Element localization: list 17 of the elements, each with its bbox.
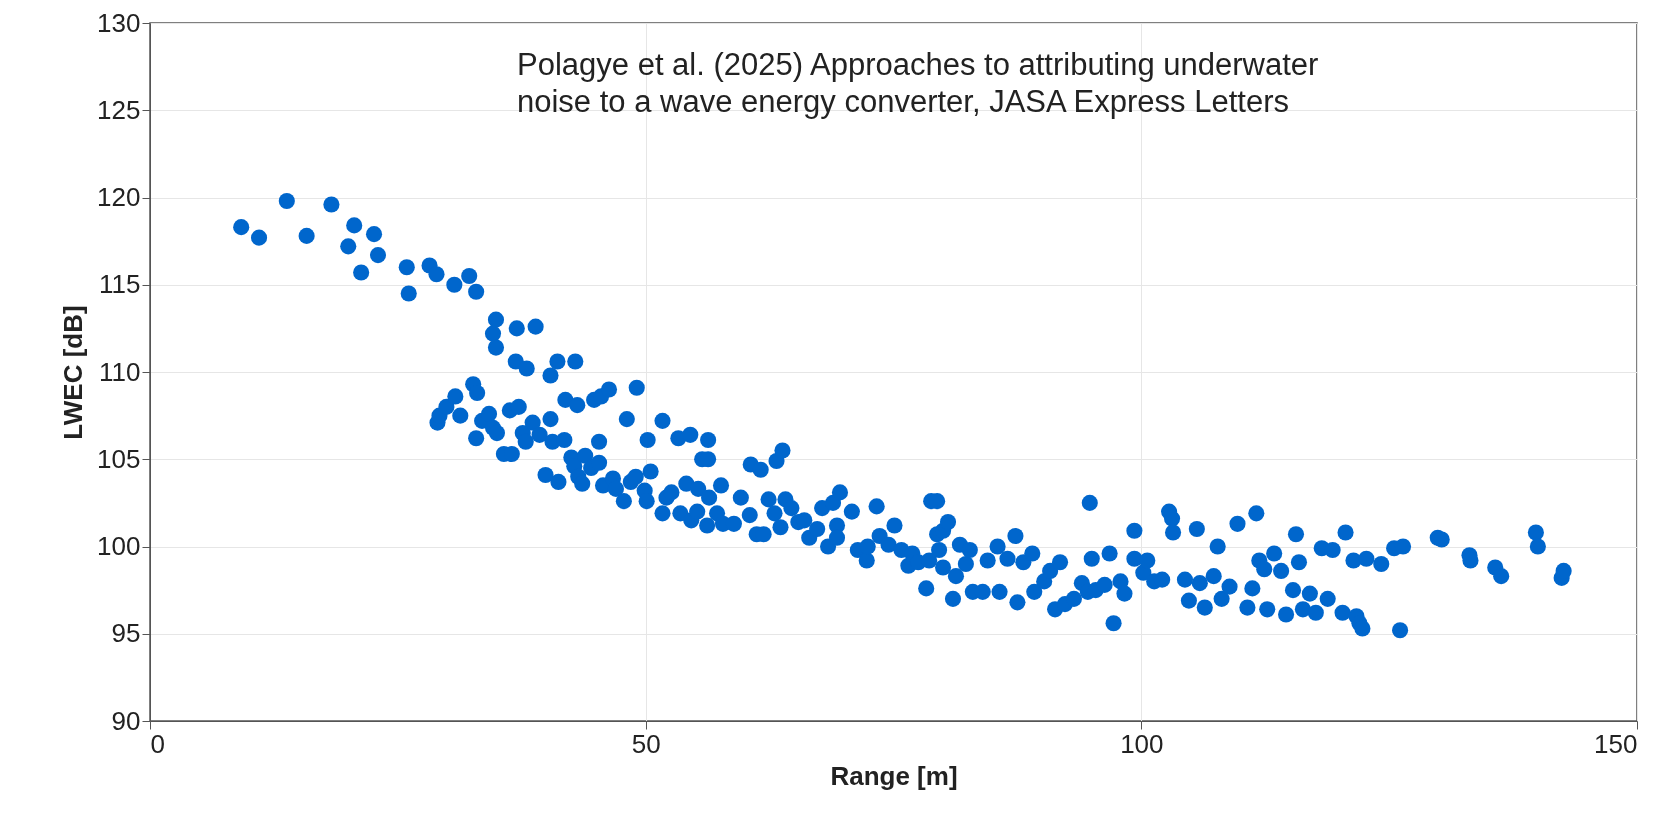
y-tick-label: 130 bbox=[97, 7, 141, 38]
y-tick-label: 95 bbox=[111, 618, 141, 649]
x-tick-label: 150 bbox=[1594, 728, 1638, 759]
annotation: noise to a wave energy converter, JASA Express Letters bbox=[517, 84, 1289, 119]
y-tick-label: 120 bbox=[97, 182, 141, 212]
y-tick-label: 90 bbox=[111, 705, 141, 736]
y-tick-label: 125 bbox=[97, 94, 141, 125]
y-tick-label: 105 bbox=[97, 443, 141, 474]
y-tick-label: 110 bbox=[99, 356, 141, 387]
y-tick-label: 100 bbox=[97, 531, 141, 561]
y-axis-title: LWEC [dB] bbox=[58, 305, 89, 440]
x-tick-label: 50 bbox=[631, 728, 661, 759]
x-axis-title: Range [m] bbox=[830, 760, 958, 791]
x-tick-label: 0 bbox=[150, 728, 165, 759]
annotation: Polagye et al. (2025) Approaches to attributing underwater bbox=[517, 47, 1319, 82]
y-tick-label: 115 bbox=[99, 269, 141, 300]
x-tick-label: 100 bbox=[1120, 728, 1164, 759]
